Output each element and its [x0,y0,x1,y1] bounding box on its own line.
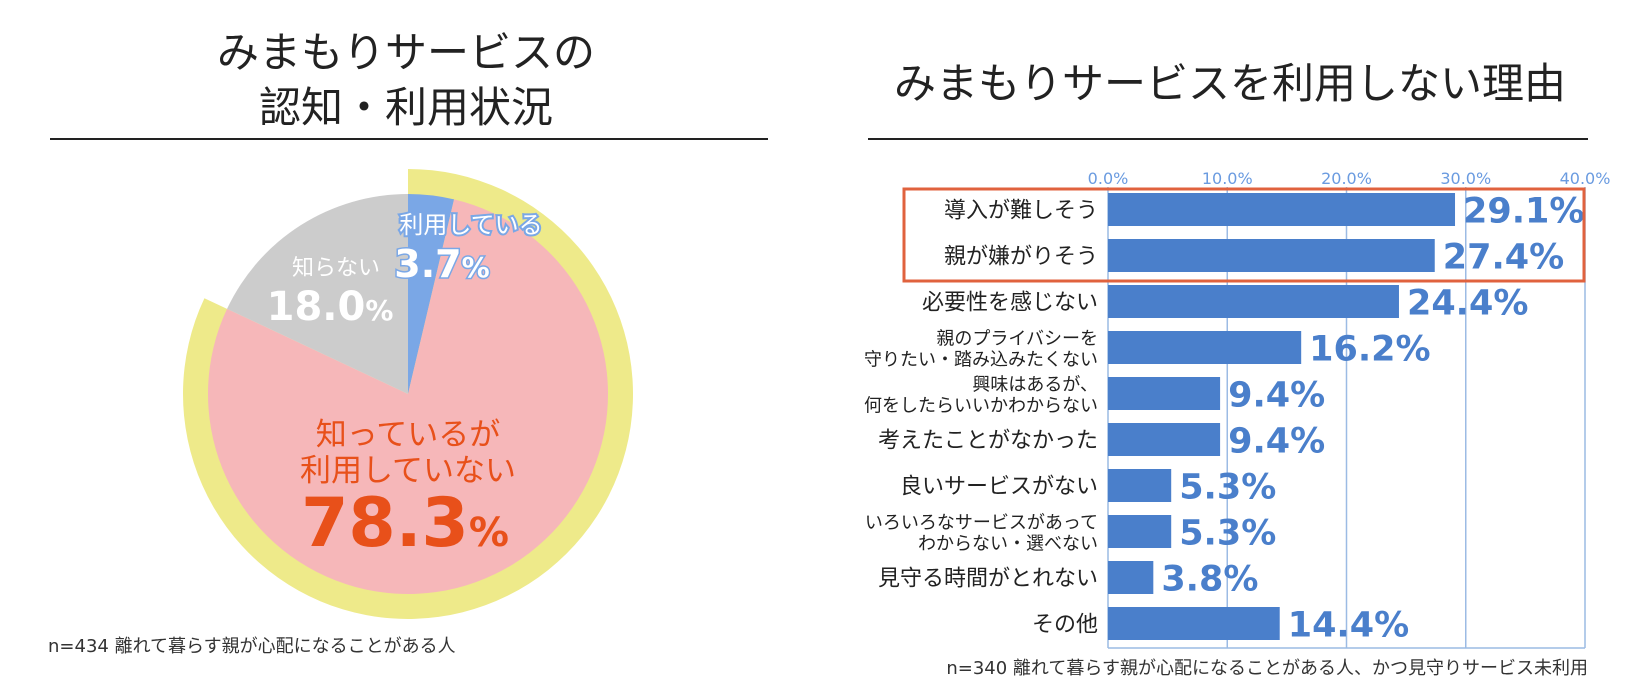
left-panel: みまもりサービスの 認知・利用状況 利用している 3.7% 知らない 18.0% 知って… [48,28,768,657]
bar-category-label: 何をしたらいいかわからない [864,396,1098,417]
bar-value-label: 14.4% [1288,606,1409,646]
bar-category-label: 考えたことがなかった [878,429,1098,454]
bar [1108,377,1221,410]
pie-label-unaware-value: 18.0% [267,284,394,330]
bar [1108,423,1221,456]
pie-label-unaware-name: 知らない [292,256,380,281]
pie-label-aware-not-using-value: 78.3% [301,484,509,563]
bar [1108,607,1280,640]
bar-highlight-box [902,187,1586,283]
bar-category-label: 良いサービスがない [900,475,1098,500]
bar-category-label: 導入が難しそう [944,199,1098,224]
pie-slice-aware-not-using [207,199,608,594]
pie-footnote: n=434 離れて暮らす親が心配になることがある人 [48,636,456,657]
pie-title-line1: みまもりサービスの [217,28,595,77]
bar [1108,469,1172,502]
pie-slice-used [408,194,455,394]
bar [1108,561,1154,594]
bar-category-label: 親のプライバシーを [936,329,1098,350]
bar-value-label: 24.4% [1407,284,1528,324]
bar [1108,285,1399,318]
bar-value-label: 3.8% [1161,560,1258,600]
bar-category-label: わからない・選べない [918,534,1098,555]
pie-label-aware-not-using-name: 知っているが [316,417,500,453]
pie-label-used-name: 利用している [399,211,542,239]
bar-value-label: 9.4% [1228,422,1325,462]
bar-axis-tick-label: 10.0% [1202,169,1253,188]
bar [1108,239,1435,272]
pie-label-aware-not-using-name: 利用していない [300,453,516,489]
bar-category-label: 興味はあるが、 [972,375,1098,396]
bar-value-label: 29.1% [1463,192,1584,232]
bar-category-label: その他 [1032,613,1098,638]
bar-axis-tick-label: 40.0% [1560,169,1611,188]
bar-chart: 0.0% 10.0% 20.0% 30.0% 40.0% 29.1% 27.4% 24.4%… [864,169,1611,649]
bar-category-label: 見守る時間がとれない [878,567,1098,592]
pie-title-line2: 認知・利用状況 [259,83,553,132]
bar-value-label: 9.4% [1228,376,1325,416]
pie-slice-unaware [227,194,408,394]
bar-category-label: いろいろなサービスがあって [865,513,1098,534]
bar-axis-tick-label: 20.0% [1321,169,1372,188]
bar [1108,331,1302,364]
bar-value-label: 27.4% [1443,238,1564,278]
bar-category-label: 守りたい・踏み込みたくない [864,350,1098,371]
pie-label-used-value: 3.7% [394,242,489,286]
bar-value-label: 5.3% [1179,468,1276,508]
bar-value-label: 5.3% [1179,514,1276,554]
bar [1108,193,1456,226]
bar-category-label: 必要性を感じない [922,291,1098,316]
bar-footnote: n=340 離れて暮らす親が心配になることがある人、かつ見守りサービス未利用 [946,658,1588,679]
bar-axis-tick-label: 30.0% [1440,169,1491,188]
bar [1108,515,1172,548]
bar-title: みまもりサービスを利用しない理由 [894,59,1566,108]
bar-axis-tick-label: 0.0% [1088,169,1129,188]
bar-category-label: 親が嫌がりそう [944,245,1098,270]
right-panel: みまもりサービスを利用しない理由 0.0% 10.0% 20.0% 30.0% 40.0… [864,59,1610,679]
bar-value-label: 16.2% [1309,330,1430,370]
